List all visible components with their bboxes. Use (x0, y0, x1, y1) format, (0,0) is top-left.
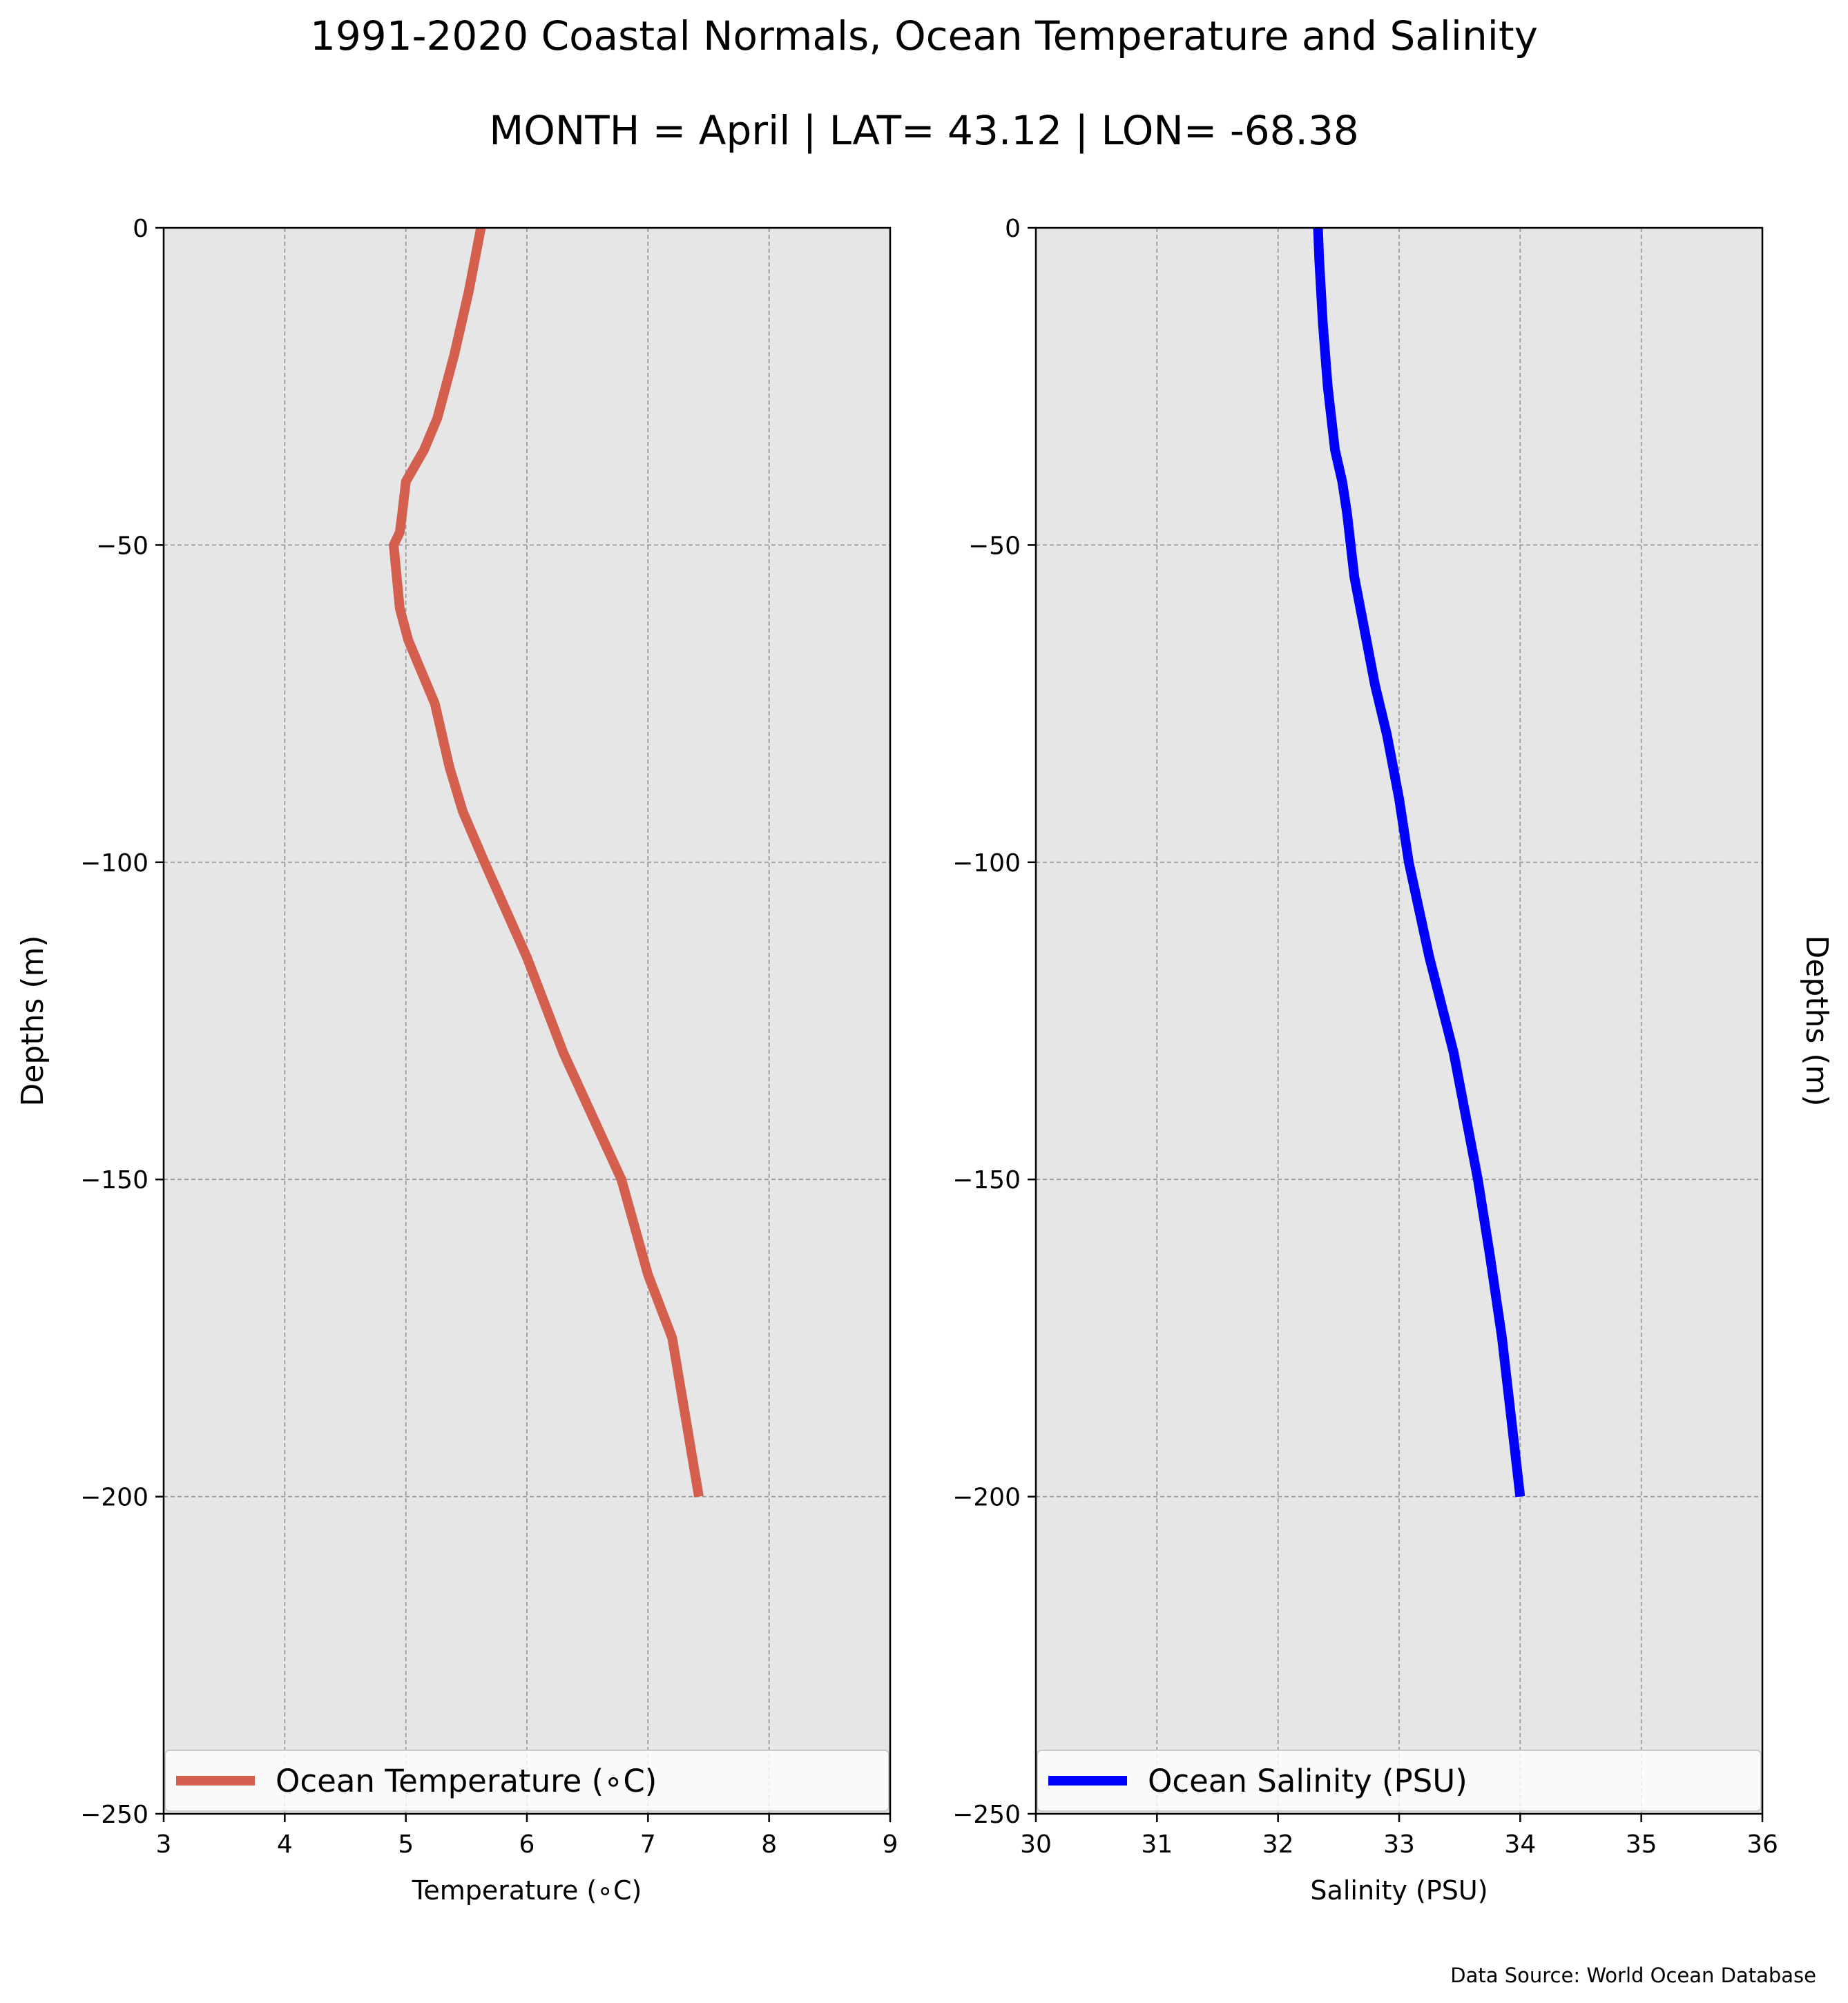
y-tick-label: −200 (80, 1484, 148, 1512)
x-tick-label: 9 (883, 1830, 898, 1859)
salinity-panel: Ocean Salinity (PSU) 30 31 32 33 34 35 36 0 −50 −1… (952, 215, 1834, 1906)
x-tick-label: 30 (1020, 1830, 1052, 1859)
y-tick-label: −100 (80, 849, 148, 878)
chart-title: 1991-2020 Coastal Normals, Ocean Tempera… (310, 12, 1538, 59)
y-tick-label: −250 (80, 1801, 148, 1829)
x-tick-label: 4 (277, 1830, 293, 1859)
x-tick-label: 34 (1504, 1830, 1536, 1859)
x-tick-label: 32 (1262, 1830, 1294, 1859)
legend-label: Ocean Salinity (PSU) (1148, 1763, 1467, 1799)
y-tick-label: −100 (952, 849, 1021, 878)
temperature-series-line (389, 226, 704, 1498)
x-tick-label: 8 (761, 1830, 777, 1859)
salinity-series-line (1313, 227, 1525, 1498)
x-tick-label: 33 (1383, 1830, 1415, 1859)
x-tick-label: 7 (640, 1830, 656, 1859)
y-tick-label: −150 (952, 1166, 1021, 1194)
y-axis-label: Depths (m) (15, 935, 50, 1106)
x-tick-label: 3 (156, 1830, 172, 1859)
y-tick-label: −50 (96, 532, 148, 560)
x-tick-label: 36 (1746, 1830, 1778, 1859)
y-tick-label: −50 (968, 532, 1021, 560)
temperature-panel: Ocean Temperature (∘C) 3 4 5 6 7 8 9 0 −50 −100 −15… (15, 215, 898, 1906)
legend-label: Ocean Temperature (∘C) (276, 1763, 657, 1799)
x-axis-label: Salinity (PSU) (1310, 1875, 1488, 1906)
chart-subtitle: MONTH = April | LAT= 43.12 | LON= -68.38 (489, 107, 1359, 154)
legend-box (1037, 1750, 1762, 1812)
x-tick-label: 31 (1141, 1830, 1173, 1859)
y-tick-label: −200 (952, 1484, 1021, 1512)
y-tick-label: 0 (1005, 215, 1021, 243)
x-tick-label: 6 (519, 1830, 535, 1859)
x-axis-label: Temperature (∘C) (412, 1875, 642, 1906)
y-tick-label: −250 (952, 1801, 1021, 1829)
x-tick-label: 35 (1626, 1830, 1657, 1859)
legend-box (164, 1750, 889, 1812)
y-tick-label: 0 (133, 215, 148, 243)
y-tick-label: −150 (80, 1166, 148, 1194)
x-tick-label: 5 (398, 1830, 414, 1859)
y-axis-label: Depths (m) (1799, 935, 1834, 1106)
data-source-note: Data Source: World Ocean Database (1450, 1964, 1816, 1987)
